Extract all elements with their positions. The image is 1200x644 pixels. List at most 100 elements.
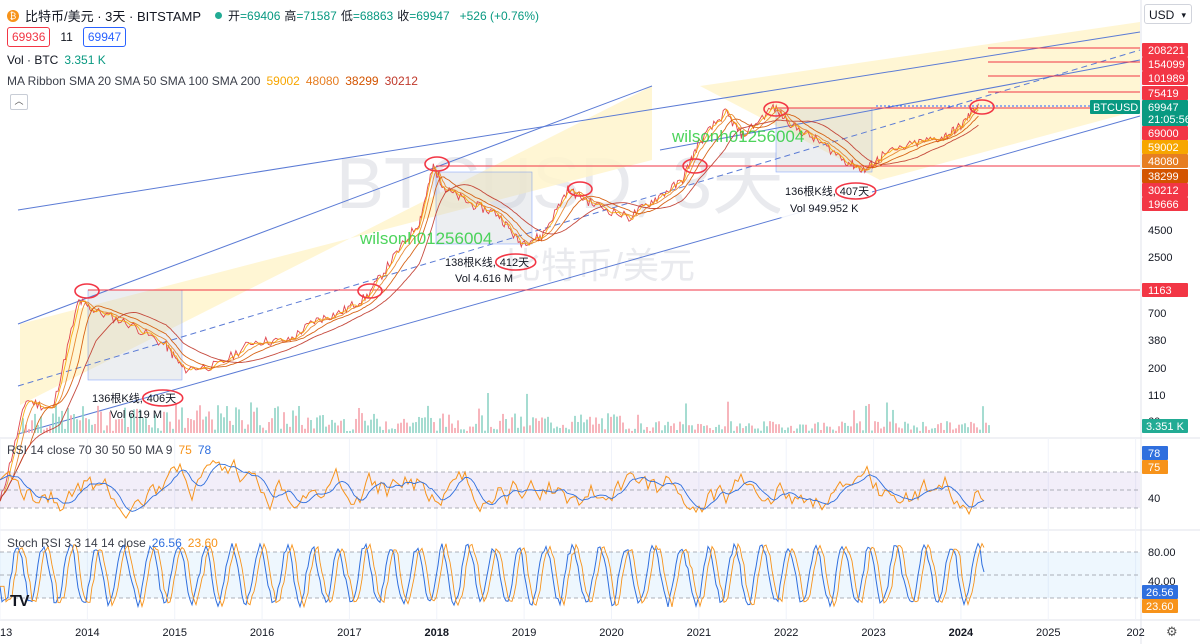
stoch-title[interactable]: Stoch RSI 3 3 14 14 close [7,536,146,550]
price-label-tag: 21:05:56 [1142,112,1191,126]
volume-bar [325,426,327,433]
ohlc-value: =71587 [296,9,337,23]
volume-bar [391,428,393,433]
volume-bar [706,425,708,433]
volume-bar [904,421,906,433]
time-axis-tick: 2025 [1036,627,1060,639]
volume-bar [136,408,138,433]
price-label-tag: 208221 [1142,43,1188,57]
volume-bar [523,426,525,433]
volume-bar [955,428,957,433]
time-axis-tick: 202 [1126,627,1144,639]
volume-bar [427,405,429,433]
settings-gear-icon[interactable]: ⚙ [1166,624,1178,639]
volume-tag-text: 3.351 K [1146,421,1185,433]
volume-bar [718,424,720,433]
volume-bar [787,427,789,433]
volume-bar [607,413,609,433]
volume-bar [385,421,387,433]
volume-bar [841,421,843,433]
volume-bar [673,423,675,433]
volume-bar [436,430,438,433]
volume-bar [565,427,567,433]
volume-bar [445,426,447,433]
channel-inner-line [659,59,1141,151]
volume-bar [409,426,411,433]
volume-value: 3.351 K [64,53,106,67]
time-axis-tick: 2013 [0,627,12,639]
volume-bar [847,425,849,433]
volume-bar [97,405,99,433]
price-label-bg [1142,197,1188,211]
volume-bar [496,429,498,433]
volume-bar [838,426,840,433]
price-label-tag: 38299 [1142,169,1188,183]
annotation-bg [780,182,872,218]
volume-bar [361,413,363,433]
buy-price-box[interactable]: 69947 [82,27,127,47]
price-axis-tick: 700 [1148,308,1166,320]
volume-bar [679,421,681,433]
volume-bar [400,422,402,433]
symbol-title[interactable]: 比特币/美元 · 3天 · BITSTAMP [25,9,201,24]
volume-bar [664,425,666,433]
rsi-line [0,458,985,519]
volume-bar [949,422,951,433]
tradingview-logo[interactable]: TV [10,593,29,610]
volume-bar [232,424,234,433]
volume-bar [76,419,78,433]
volume-bar [442,413,444,433]
volume-bar [916,427,918,433]
volume-bar [742,428,744,433]
volume-bar [670,425,672,433]
volume-bar [403,418,405,433]
sell-price-box[interactable]: 69936 [7,27,51,47]
volume-bar [853,410,855,433]
price-label-tag: 30212 [1142,183,1188,197]
volume-bar [946,421,948,433]
volume-bar [877,421,879,433]
volume-bar [637,414,639,433]
rsi-title[interactable]: RSI 14 close 70 30 50 50 MA 9 [7,443,173,457]
volume-bar [406,422,408,433]
volume-tag-bg [1142,419,1188,433]
volume-bar [46,427,48,433]
volume-bar [928,429,930,433]
volume-bar [343,419,345,433]
volume-bar [472,426,474,433]
symbol-tag-bg [1090,100,1140,114]
price-label-bg [1142,169,1188,183]
volume-bar [469,426,471,433]
volume-bar [28,428,30,433]
cycle-annotation-label: 138根K线, [445,255,496,269]
volume-bar [316,417,318,433]
volume-bar [310,420,312,433]
price-label-tag: 19666 [1142,197,1188,211]
volume-bar [22,418,24,433]
volume-bar [574,415,576,433]
price-label-text: 208221 [1148,45,1185,57]
ma-ribbon-label[interactable]: MA Ribbon SMA 20 SMA 50 SMA 100 SMA 200 [7,74,261,88]
peak-circle-marker [74,283,100,299]
rsi-value: 75 [178,443,192,457]
volume-bar [130,413,132,433]
volume-bar [379,426,381,433]
volume-bar [988,425,990,433]
volume-bar [331,419,333,433]
volume-label: Vol · BTC [7,53,59,67]
volume-bar [322,415,324,433]
volume-bar [238,409,240,433]
collapse-legend-button[interactable]: ︿ [10,94,28,110]
price-axis-tick: 4500 [1148,225,1172,237]
price-axis-tick: 380 [1148,335,1166,347]
time-axis-tick: 2022 [774,627,798,639]
volume-bar [616,416,618,433]
currency-selector[interactable]: USD ▾ [1144,4,1192,24]
volume-bar [421,417,423,433]
price-label-bg [1142,112,1188,126]
volume-bar [817,422,819,433]
volume-bar [748,423,750,433]
volume-bar [871,430,873,433]
